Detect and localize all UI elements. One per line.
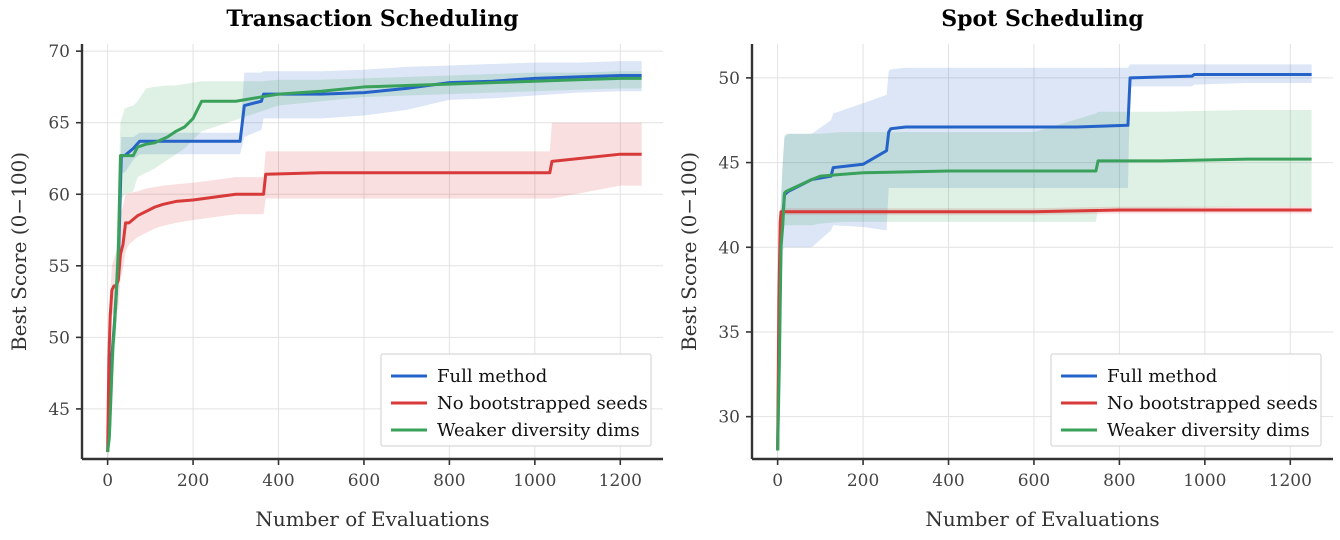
x-axis-label: Number of Evaluations <box>925 507 1159 531</box>
x-tick-label: 1200 <box>1269 471 1312 491</box>
y-tick-label: 45 <box>718 154 740 174</box>
x-tick-label: 0 <box>772 471 783 491</box>
legend-label-weaker-diversity-dims: Weaker diversity dims <box>1107 420 1310 441</box>
legend-label-weaker-diversity-dims: Weaker diversity dims <box>437 420 640 441</box>
legend-label-full-method: Full method <box>437 366 547 387</box>
x-tick-label: 400 <box>932 471 964 491</box>
y-tick-label: 55 <box>48 257 70 277</box>
y-tick-label: 35 <box>718 323 740 343</box>
legend-label-no-bootstrapped-seeds: No bootstrapped seeds <box>437 393 648 414</box>
x-tick-label: 800 <box>433 471 465 491</box>
line-weaker-diversity-dims <box>776 157 1312 451</box>
y-tick-label: 70 <box>48 42 70 62</box>
legend-label-full-method: Full method <box>1107 366 1217 387</box>
x-tick-label: 600 <box>1018 471 1050 491</box>
y-tick-label: 50 <box>718 69 740 89</box>
legend-box <box>1050 353 1322 447</box>
y-tick-label: 40 <box>718 238 740 258</box>
legend-box <box>380 353 652 447</box>
series-lines <box>106 73 642 453</box>
band-full-method <box>777 64 1312 459</box>
x-tick-label: 1000 <box>1183 471 1226 491</box>
x-tick-label: 1000 <box>513 471 556 491</box>
band-no-bootstrapped-seeds <box>107 122 642 460</box>
x-tick-label: 0 <box>102 471 113 491</box>
x-tick-label: 200 <box>177 471 209 491</box>
legend: Full method No bootstrapped seeds Weaker d… <box>1050 353 1322 447</box>
x-tick-label: 600 <box>348 471 380 491</box>
chart-title: Spot Scheduling <box>941 6 1144 32</box>
band-weaker-diversity-dims <box>777 110 1312 459</box>
y-tick-label: 30 <box>718 408 740 428</box>
x-axis-label: Number of Evaluations <box>255 507 489 531</box>
line-weaker-diversity-dims <box>106 76 642 453</box>
x-tick-label: 400 <box>262 471 294 491</box>
x-tick-label: 200 <box>847 471 879 491</box>
y-tick-label: 50 <box>48 328 70 348</box>
chart-title: Transaction Scheduling <box>226 6 518 32</box>
confidence-bands <box>777 64 1312 459</box>
y-tick-label: 65 <box>48 114 70 134</box>
legend: Full method No bootstrapped seeds Weaker d… <box>380 353 652 447</box>
chart-panel-transaction-scheduling: 0 200 400 600 800 1000 1200 45 50 55 60 65 70 Transac… <box>7 6 663 531</box>
x-tick-label: 1200 <box>599 471 642 491</box>
y-axis-label: Best Score (0−100) <box>677 152 701 351</box>
band-weaker-diversity-dims <box>107 71 642 459</box>
y-axis-label: Best Score (0−100) <box>7 152 31 351</box>
chart-panel-spot-scheduling: 0 200 400 600 800 1000 1200 30 35 40 45 50 Spot Sche… <box>677 6 1333 531</box>
legend-label-no-bootstrapped-seeds: No bootstrapped seeds <box>1107 393 1318 414</box>
y-tick-label: 45 <box>48 400 70 420</box>
x-tick-label: 800 <box>1103 471 1135 491</box>
y-tick-label: 60 <box>48 185 70 205</box>
series-lines <box>776 72 1312 451</box>
confidence-bands <box>107 61 642 460</box>
